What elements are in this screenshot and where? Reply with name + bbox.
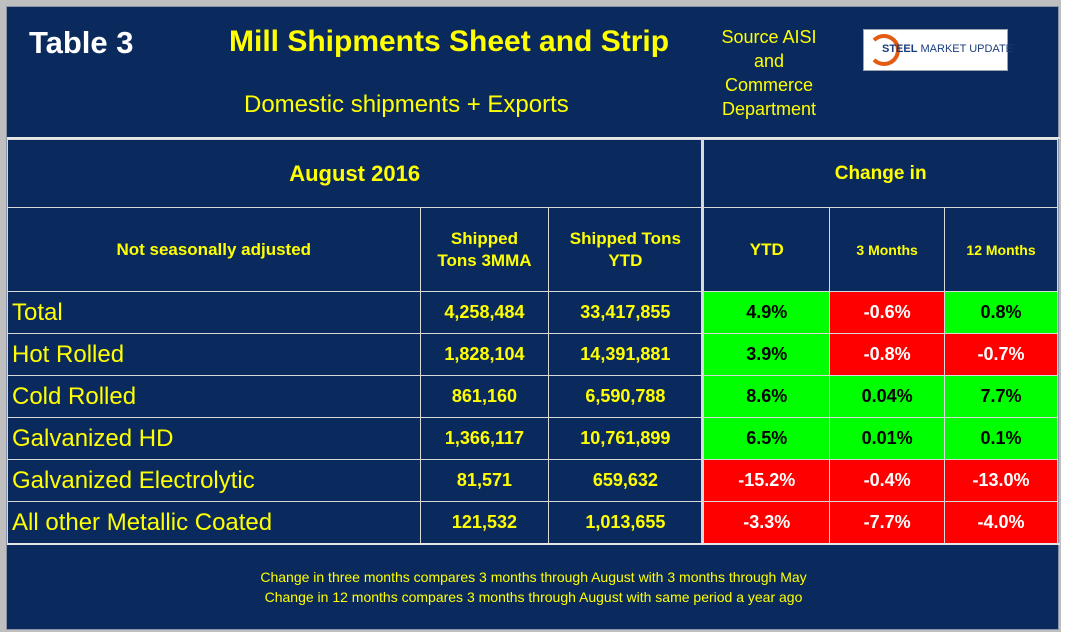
table-row: Hot Rolled 1,828,104 14,391,881 3.9% -0.8% -0… (7, 333, 1058, 376)
footnotes: Change in three months compares 3 months… (7, 567, 1060, 607)
col-header-12-months: 12 Months (944, 207, 1058, 292)
cell-change-12-months: 0.8% (944, 291, 1058, 334)
source-line: Source AISI (721, 27, 817, 47)
source-line: Commerce (724, 75, 813, 95)
row-name: All other Metallic Coated (7, 501, 421, 544)
cell-change-3-months: 0.04% (829, 375, 946, 418)
cell-shipped-ytd: 33,417,855 (548, 291, 705, 334)
steel-market-update-logo: STEEL MARKET UPDATE (863, 29, 1013, 71)
cell-shipped-3mma: 1,366,117 (419, 417, 550, 460)
cell-shipped-3mma: 81,571 (419, 459, 550, 502)
cell-change-ytd: 3.9% (702, 333, 831, 376)
header: Table 3 Mill Shipments Sheet and Strip D… (7, 7, 1060, 139)
footer-divider (7, 543, 1060, 545)
cell-shipped-ytd: 1,013,655 (548, 501, 705, 544)
cell-shipped-3mma: 4,258,484 (419, 291, 550, 334)
table-row: Galvanized Electrolytic 81,571 659,632 -15.… (7, 459, 1058, 502)
cell-change-3-months: -0.8% (829, 333, 946, 376)
cell-change-ytd: -3.3% (702, 501, 831, 544)
cell-shipped-ytd: 6,590,788 (548, 375, 705, 418)
cell-shipped-ytd: 14,391,881 (548, 333, 705, 376)
col-header-shipped-3mma: Shipped Tons 3MMA (419, 207, 550, 292)
col-header-shipped-ytd: Shipped Tons YTD (548, 207, 705, 292)
cell-shipped-ytd: 10,761,899 (548, 417, 705, 460)
row-name: Total (7, 291, 421, 334)
col-header-ytd: YTD (702, 207, 831, 292)
cell-shipped-3mma: 1,828,104 (419, 333, 550, 376)
footnote: Change in 12 months compares 3 months th… (264, 589, 803, 605)
table-header-row: August 2016 Change in (6, 139, 1058, 208)
cell-shipped-ytd: 659,632 (548, 459, 705, 502)
change-in-heading: Change in (702, 139, 1058, 208)
shipments-table: August 2016 Change in Not seasonally adj… (6, 139, 1058, 544)
cell-change-3-months: -7.7% (829, 501, 946, 544)
cell-change-12-months: -13.0% (944, 459, 1058, 502)
source-line: Department (721, 99, 817, 119)
cell-shipped-3mma: 861,160 (419, 375, 550, 418)
table-row: All other Metallic Coated 121,532 1,013,65… (7, 501, 1058, 544)
source-note: Source AISI and Commerce Department (707, 25, 831, 121)
source-line: and (753, 51, 785, 71)
cell-change-ytd: -15.2% (702, 459, 831, 502)
cell-change-12-months: 7.7% (944, 375, 1058, 418)
page-subtitle: Domestic shipments + Exports (244, 91, 569, 118)
column-header-row: Not seasonally adjusted Shipped Tons 3MMA… (7, 207, 1058, 292)
cell-change-12-months: -4.0% (944, 501, 1058, 544)
cell-change-12-months: -0.7% (944, 333, 1058, 376)
page-title: Mill Shipments Sheet and Strip (229, 25, 670, 58)
table-label: Table 3 (29, 25, 134, 60)
col-header-3-months: 3 Months (829, 207, 946, 292)
row-name: Cold Rolled (7, 375, 421, 418)
footnote: Change in three months compares 3 months… (260, 569, 807, 585)
row-name: Hot Rolled (7, 333, 421, 376)
table-panel: Table 3 Mill Shipments Sheet and Strip D… (6, 6, 1060, 630)
table-row: Total 4,258,484 33,417,855 4.9% -0.6% 0.8% (7, 291, 1058, 334)
cell-change-ytd: 4.9% (702, 291, 831, 334)
cell-change-3-months: -0.6% (829, 291, 946, 334)
row-name: Galvanized HD (7, 417, 421, 460)
cell-change-3-months: -0.4% (829, 459, 946, 502)
cell-shipped-3mma: 121,532 (419, 501, 550, 544)
logo-swoosh-icon (868, 34, 900, 66)
cell-change-12-months: 0.1% (944, 417, 1058, 460)
table-row: Galvanized HD 1,366,117 10,761,899 6.5% 0.01… (7, 417, 1058, 460)
cell-change-ytd: 6.5% (702, 417, 831, 460)
row-name: Galvanized Electrolytic (7, 459, 421, 502)
logo-text: STEEL MARKET UPDATE (882, 43, 1014, 55)
table-row: Cold Rolled 861,160 6,590,788 8.6% 0.04% 7.7% (7, 375, 1058, 418)
cell-change-ytd: 8.6% (702, 375, 831, 418)
col-header-category: Not seasonally adjusted (7, 207, 421, 292)
period-heading: August 2016 (6, 139, 705, 208)
cell-change-3-months: 0.01% (829, 417, 946, 460)
